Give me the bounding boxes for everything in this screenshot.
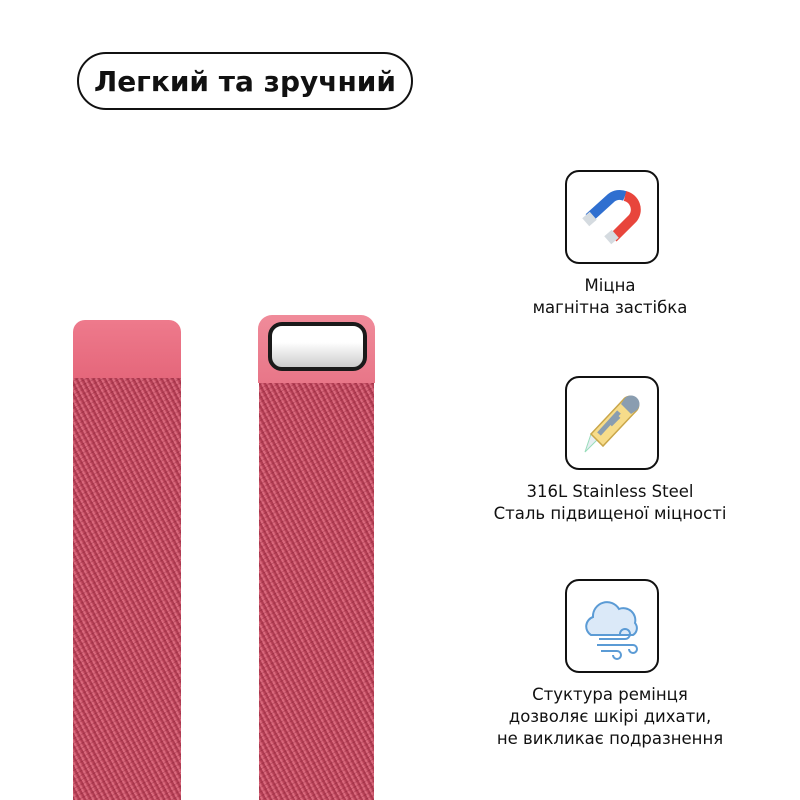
cloud-wind-icon [585,601,638,660]
label-line: не викликає подразнення [496,729,724,748]
label-line: магнітна застібка [532,298,688,317]
buckle-loop [258,315,375,383]
buckle-window [268,322,367,371]
label-line: дозволяє шкірі дихати, [508,707,712,726]
feature-icon-box [565,376,659,470]
magnetic-cap [73,320,181,378]
feature-label: Міцна магнітна застібка [470,275,750,319]
feature-label: Стуктура ремінця дозволяє шкірі дихати, … [470,684,750,750]
feature-icon-box [565,579,659,673]
strap-mesh [259,375,374,800]
label-line: Сталь підвищеної міцності [493,504,727,523]
title-badge: Легкий та зручний [77,52,413,110]
label-line: Міцна [584,276,636,295]
title: Легкий та зручний [93,64,397,98]
utility-knife-icon [584,395,640,453]
feature-label: 316L Stainless Steel Сталь підвищеної мі… [470,481,750,525]
feature-icon-box [565,170,659,264]
magnet-icon [582,189,641,245]
strap-mesh [73,370,181,800]
label-line: Стуктура ремінця [532,685,688,704]
label-line: 316L Stainless Steel [526,482,694,501]
